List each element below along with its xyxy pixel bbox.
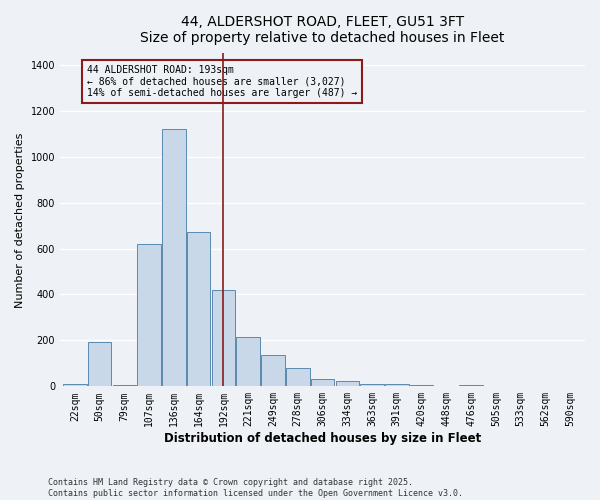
X-axis label: Distribution of detached houses by size in Fleet: Distribution of detached houses by size … <box>164 432 481 445</box>
Bar <box>187 232 211 386</box>
Bar <box>63 384 86 386</box>
Bar <box>385 384 409 386</box>
Bar <box>162 129 186 386</box>
Y-axis label: Number of detached properties: Number of detached properties <box>15 132 25 308</box>
Bar <box>311 380 334 386</box>
Bar <box>88 342 112 386</box>
Title: 44, ALDERSHOT ROAD, FLEET, GU51 3FT
Size of property relative to detached houses: 44, ALDERSHOT ROAD, FLEET, GU51 3FT Size… <box>140 15 505 45</box>
Bar <box>137 244 161 386</box>
Bar <box>335 380 359 386</box>
Bar <box>261 356 285 386</box>
Bar <box>212 290 235 386</box>
Text: Contains HM Land Registry data © Crown copyright and database right 2025.
Contai: Contains HM Land Registry data © Crown c… <box>48 478 463 498</box>
Bar <box>410 385 433 386</box>
Bar <box>113 385 136 386</box>
Bar <box>236 337 260 386</box>
Bar <box>286 368 310 386</box>
Bar <box>360 384 384 386</box>
Text: 44 ALDERSHOT ROAD: 193sqm
← 86% of detached houses are smaller (3,027)
14% of se: 44 ALDERSHOT ROAD: 193sqm ← 86% of detac… <box>87 65 358 98</box>
